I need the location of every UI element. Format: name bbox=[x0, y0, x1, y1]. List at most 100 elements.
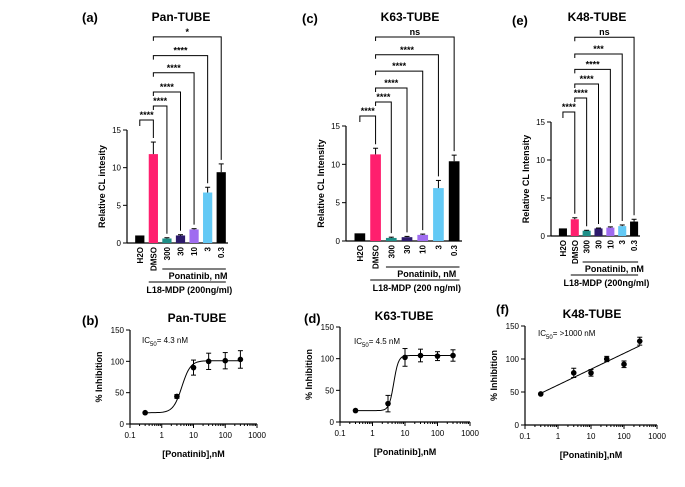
data-point-0.3 bbox=[142, 409, 148, 416]
x-tick-label: 300 bbox=[163, 246, 172, 260]
x-tick-label: 0.1 bbox=[334, 429, 346, 438]
panel-d: (d) K63-TUBE 0 50 100 150 0.1 1 10 100 1000 [Ponati… bbox=[304, 309, 479, 457]
x-tick-label: 30 bbox=[595, 239, 604, 248]
chart-title: K48-TUBE bbox=[563, 307, 622, 321]
significance-bracket bbox=[152, 36, 222, 160]
y-tick-label: 0 bbox=[117, 239, 122, 248]
chart-title: K63-TUBE bbox=[375, 309, 434, 323]
x-tick-label: 100 bbox=[219, 431, 233, 440]
bar-30 bbox=[175, 235, 186, 243]
significance-bracket bbox=[375, 101, 392, 234]
x-tick-label: 10 bbox=[419, 244, 428, 253]
panel-label: (b) bbox=[82, 313, 99, 328]
x-tick-label: 0.3 bbox=[450, 244, 459, 256]
data-point-10 bbox=[190, 364, 197, 371]
treatment-label: L18-MDP (200ng/ml) bbox=[563, 278, 649, 288]
bar-H2O bbox=[558, 228, 567, 236]
y-tick-label: 100 bbox=[321, 355, 335, 364]
x-tick-label: 300 bbox=[583, 239, 592, 253]
panel-e: (e) K48-TUBE 0 5 10 15 Relative CL Intensity H2… bbox=[512, 10, 649, 288]
x-tick-label: 300 bbox=[387, 244, 396, 258]
data-point-300 bbox=[636, 338, 643, 344]
y-tick-label: 10 bbox=[112, 164, 121, 173]
ic50-prefix: IC bbox=[142, 336, 150, 345]
x-tick-label: 1 bbox=[370, 429, 375, 438]
significance-label: **** bbox=[160, 82, 175, 92]
data-point-0.3 bbox=[352, 407, 359, 414]
x-tick-label: 0.1 bbox=[519, 432, 531, 441]
bar-DMSO bbox=[370, 154, 381, 241]
panel-f: (f) K48-TUBE 0 50 100 150 0.1 1 10 100 1000 [Ponati… bbox=[489, 302, 666, 460]
ic50-subscript: 50 bbox=[546, 335, 553, 341]
significance-label: **** bbox=[173, 46, 188, 56]
significance-bracket bbox=[574, 83, 599, 225]
bar-30 bbox=[401, 237, 413, 241]
fit-curve bbox=[355, 355, 454, 412]
x-tick-label: H2O bbox=[356, 245, 365, 261]
x-axis-label: [Ponatinib],nM bbox=[560, 450, 623, 460]
y-tick-label: 0 bbox=[541, 232, 546, 241]
x-tick-label: 3 bbox=[434, 244, 443, 249]
y-axis-label: % Inhibition bbox=[489, 350, 499, 401]
x-tick-label: 10 bbox=[401, 429, 410, 438]
x-axis-label: [Ponatinib],nM bbox=[162, 449, 225, 459]
ic50-label: IC50= 4.3 nM bbox=[142, 336, 188, 348]
significance-label: **** bbox=[574, 88, 589, 98]
treatment-label: L18-MDP (200ng/ml) bbox=[146, 285, 232, 295]
ic50-prefix: IC bbox=[354, 337, 362, 346]
data-point-100 bbox=[434, 353, 441, 359]
bar-0.3 bbox=[448, 161, 460, 241]
y-axis-label: % Inhibition bbox=[304, 349, 314, 400]
y-tick-label: 150 bbox=[111, 326, 125, 335]
ic50-subscript: 50 bbox=[362, 343, 369, 349]
x-tick-label: 100 bbox=[431, 429, 445, 438]
bar-0.3 bbox=[630, 221, 639, 236]
y-axis-label: Relative CL Intensity bbox=[521, 135, 531, 223]
data-point-10 bbox=[402, 354, 408, 361]
x-tick-label: 10 bbox=[190, 246, 199, 255]
y-tick-label: 15 bbox=[536, 118, 545, 127]
bar-300 bbox=[385, 237, 397, 241]
significance-label: *** bbox=[593, 44, 604, 54]
significance-label: **** bbox=[586, 59, 601, 69]
significance-bracket bbox=[375, 36, 455, 152]
significance-bracket bbox=[152, 72, 195, 225]
bar-H2O bbox=[135, 235, 145, 243]
significance-bracket bbox=[574, 68, 611, 223]
bar-300 bbox=[582, 230, 591, 236]
bar-30 bbox=[594, 228, 603, 236]
x-tick-label: 3 bbox=[618, 239, 627, 244]
y-tick-label: 5 bbox=[541, 194, 546, 203]
data-point-30 bbox=[603, 356, 610, 362]
significance-bracket bbox=[574, 97, 588, 227]
data-point-300 bbox=[450, 352, 456, 359]
x-tick-label: DMSO bbox=[149, 247, 158, 271]
y-tick-label: 0 bbox=[515, 421, 520, 430]
chart-title: K63-TUBE bbox=[381, 10, 440, 24]
ic50-value: = 4.3 nM bbox=[157, 336, 189, 345]
panel-a: (a) Pan-TUBE 0 5 10 15 Relative CL intesity H2O… bbox=[82, 10, 232, 295]
x-tick-label: 0.3 bbox=[217, 246, 226, 258]
panel-label: (a) bbox=[82, 10, 98, 25]
significance-bracket bbox=[375, 87, 408, 233]
y-tick-label: 10 bbox=[331, 160, 340, 169]
panel-label: (f) bbox=[496, 302, 509, 317]
y-tick-label: 5 bbox=[117, 201, 122, 210]
bar-3 bbox=[433, 188, 444, 241]
y-tick-label: 150 bbox=[321, 323, 335, 332]
significance-label: **** bbox=[153, 96, 168, 106]
y-tick-label: 15 bbox=[331, 122, 340, 131]
x-axis-label: [Ponatinib],nM bbox=[374, 447, 437, 457]
data-point-3 bbox=[570, 370, 577, 376]
significance-bracket bbox=[359, 115, 377, 145]
treatment-label: L18-MDP (200 ng/ml) bbox=[373, 283, 461, 293]
bar-10 bbox=[417, 234, 429, 241]
significance-label: **** bbox=[376, 92, 391, 102]
x-tick-label: 1 bbox=[160, 431, 165, 440]
y-tick-label: 5 bbox=[336, 199, 341, 208]
y-tick-label: 0 bbox=[336, 237, 341, 246]
x-tick-label: 30 bbox=[403, 244, 412, 253]
y-tick-label: 15 bbox=[112, 126, 121, 135]
panel-label: (c) bbox=[302, 11, 318, 26]
